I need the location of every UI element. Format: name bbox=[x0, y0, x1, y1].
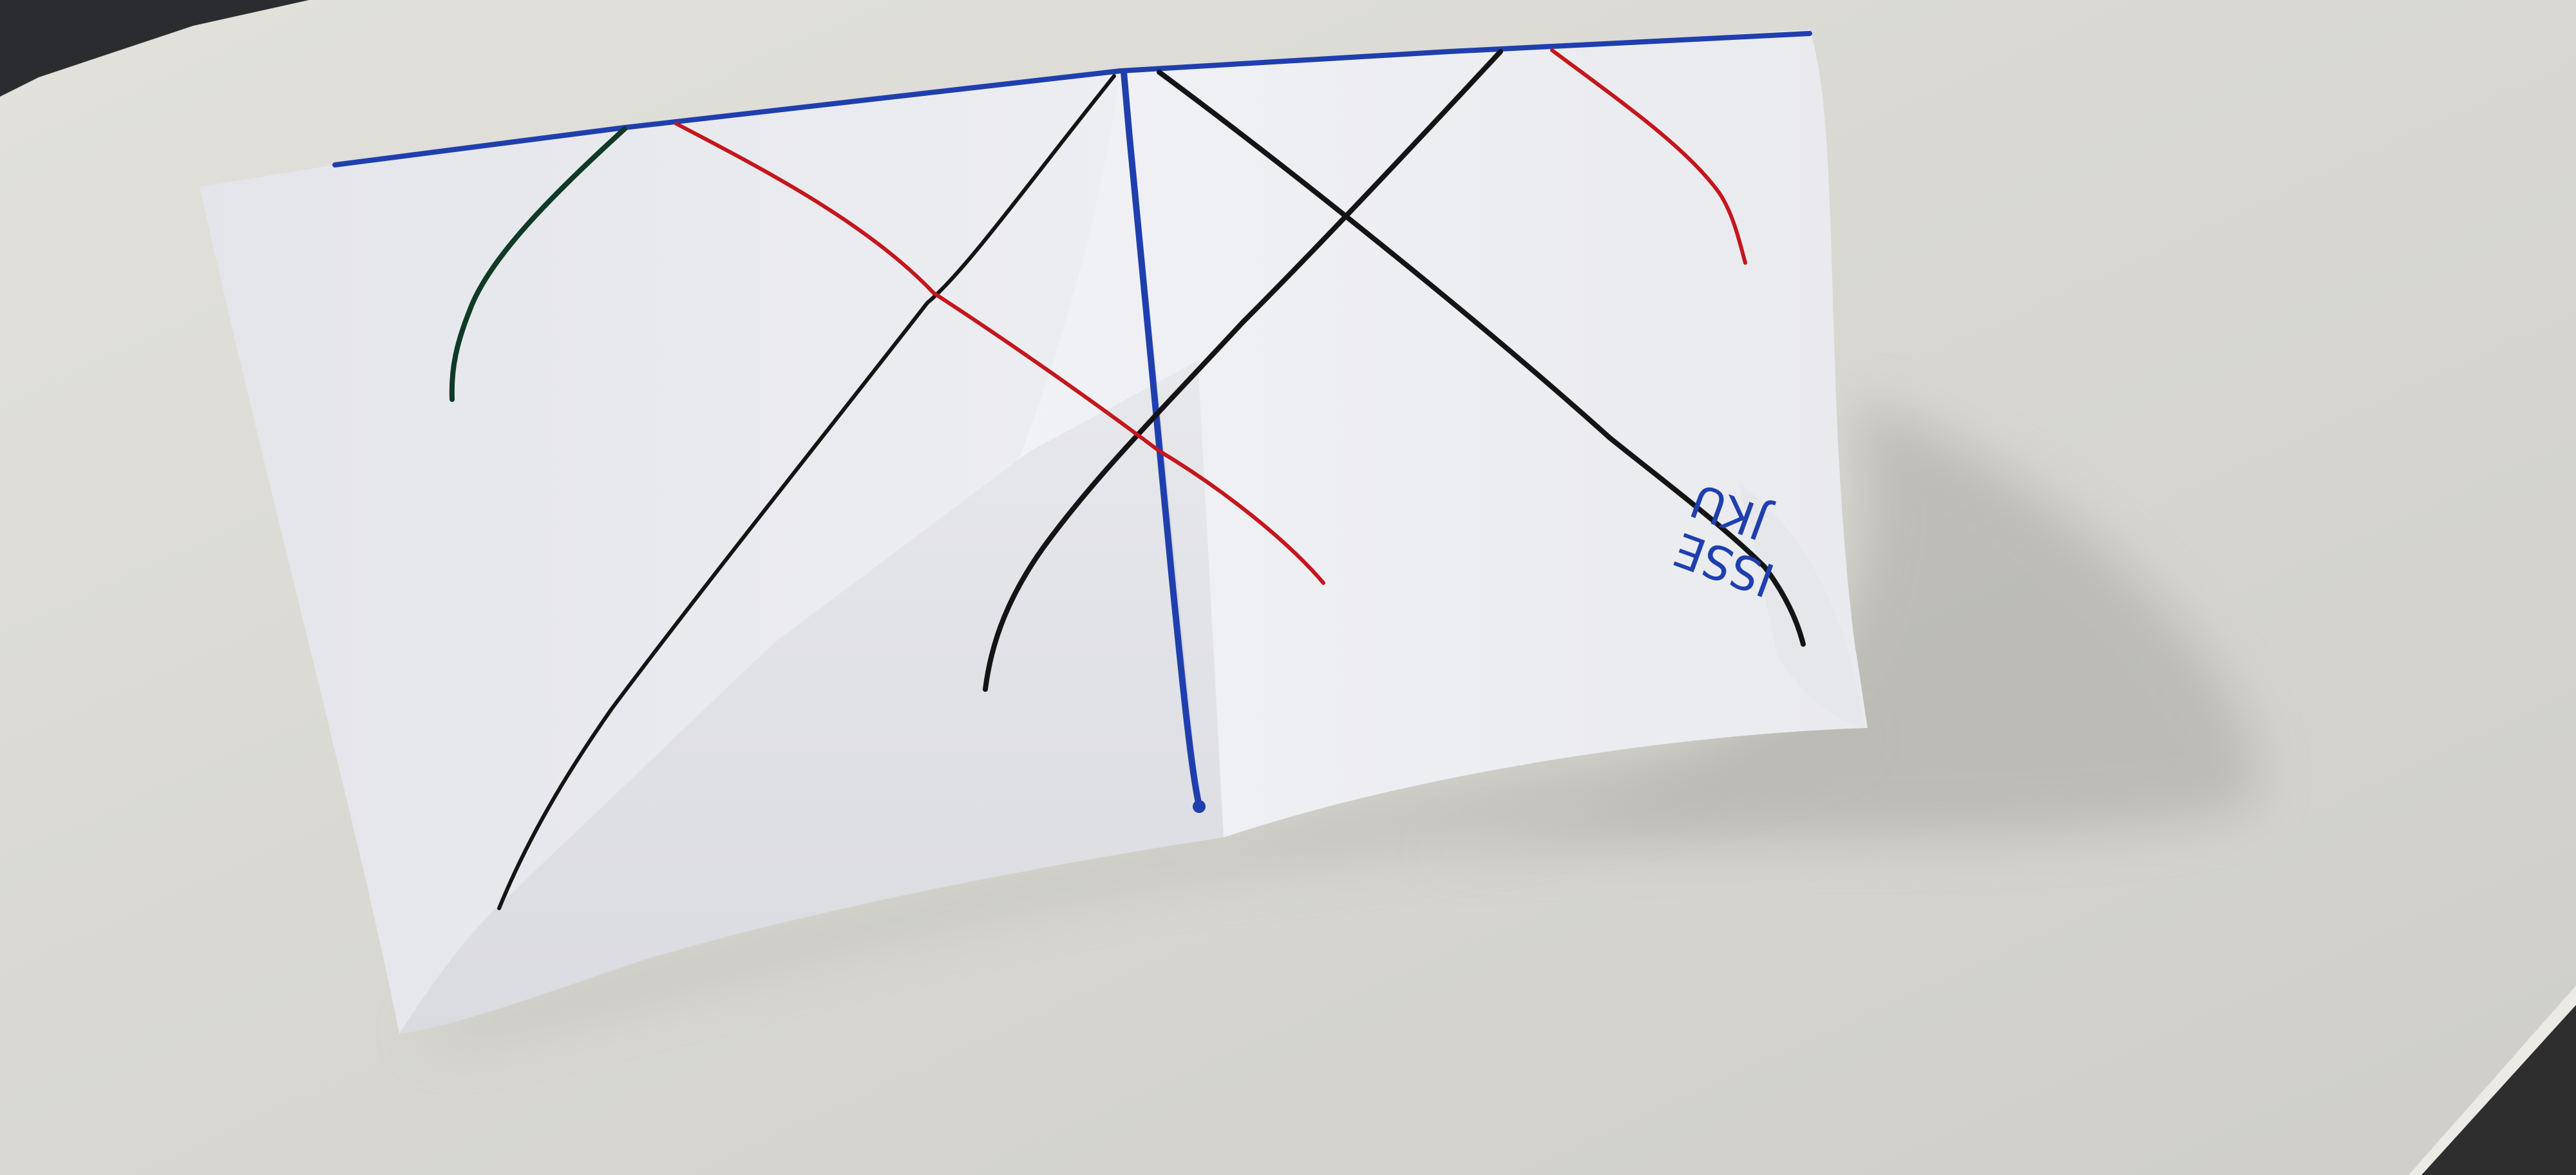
ink-red-short-diagonal bbox=[1550, 48, 1747, 265]
ink-blue-vertical bbox=[1121, 69, 1202, 808]
dark-object-corner bbox=[0, 0, 309, 97]
ink-black-left-diagonal bbox=[497, 74, 1116, 910]
paper-left-panel bbox=[200, 71, 1146, 1034]
ink-red-long-diagonal bbox=[674, 122, 1325, 585]
paper-right-curl bbox=[1739, 483, 1864, 728]
paper-shadow bbox=[1417, 399, 2257, 857]
ink-black-right-diagonal bbox=[1157, 70, 1806, 647]
paper-lower-fold bbox=[399, 361, 1224, 1034]
desk-edge-highlight bbox=[2409, 986, 2576, 1175]
ink-blue-top-edge bbox=[332, 31, 1812, 167]
ink-blue-dot bbox=[1193, 800, 1206, 813]
ink-green-curve bbox=[449, 126, 627, 402]
paper-shadow-base bbox=[412, 733, 1868, 1044]
ink-black-center-diagonal bbox=[983, 49, 1503, 692]
